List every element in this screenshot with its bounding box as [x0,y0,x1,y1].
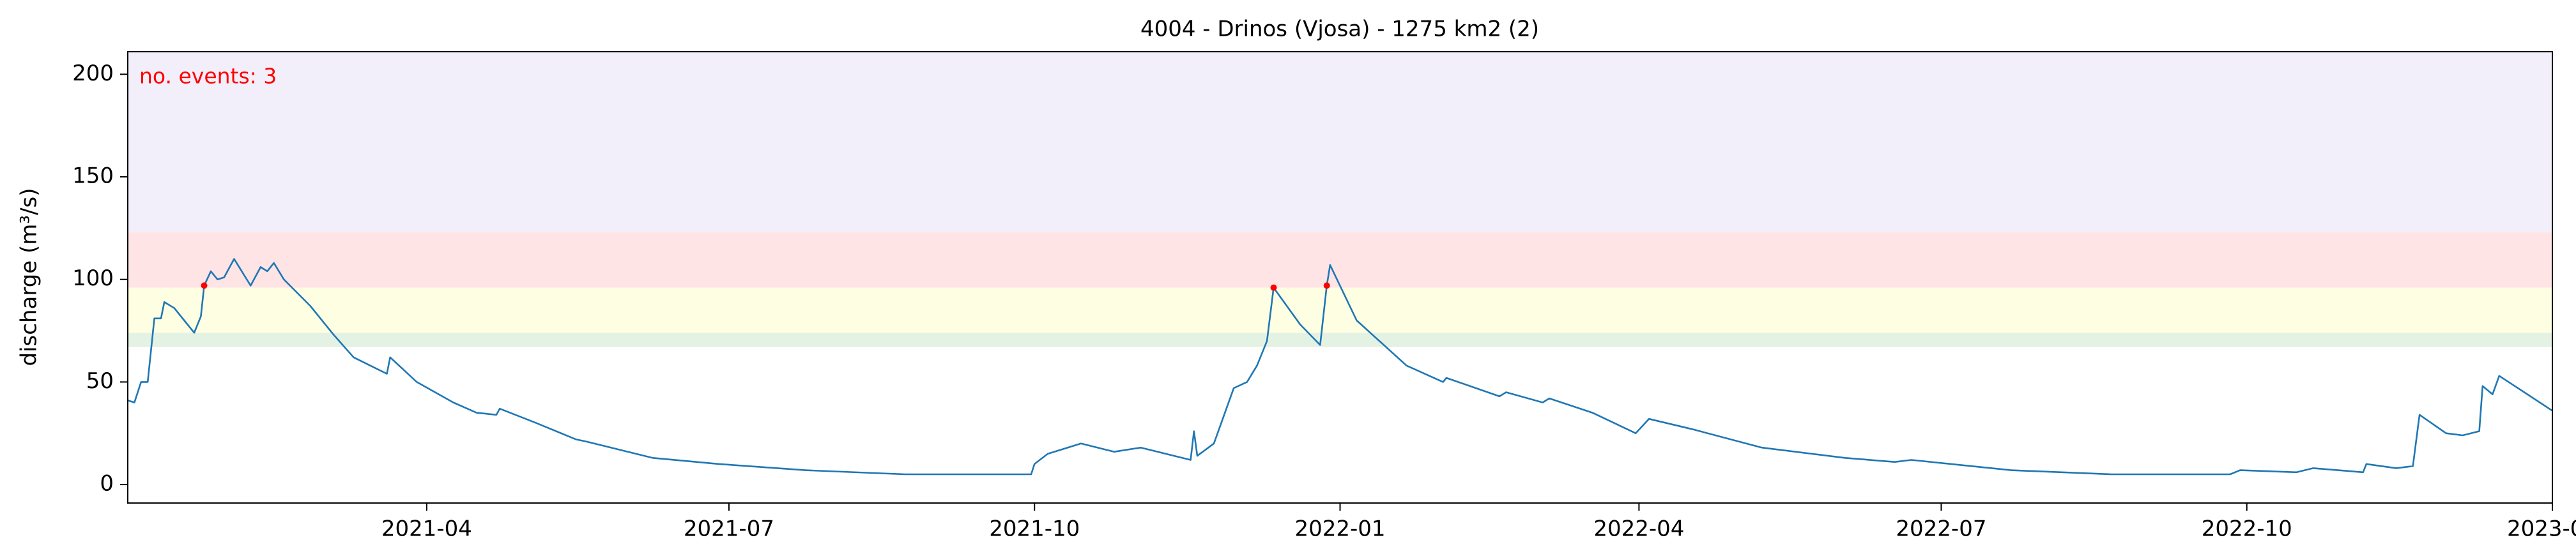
x-tick-label: 2022-10 [2202,516,2292,542]
y-tick-label: 150 [72,163,114,189]
y-tick-label: 50 [86,368,114,394]
y-axis-label: discharge (m³/s) [17,188,42,366]
event-point [1270,284,1277,291]
x-tick-label: 2021-04 [381,516,472,542]
threshold-band [128,333,2552,347]
x-tick-label: 2023-01 [2507,516,2576,542]
event-point [201,282,208,289]
event-point [1323,282,1330,289]
x-tick-label: 2022-01 [1294,516,1385,542]
x-tick-label: 2022-04 [1593,516,1684,542]
chart-title: 4004 - Drinos (Vjosa) - 1275 km2 (2) [1140,17,1539,42]
y-tick-label: 200 [72,61,114,86]
y-tick-label: 0 [100,471,114,497]
x-tick-label: 2021-10 [989,516,1080,542]
threshold-band [128,287,2552,333]
line-series [127,258,2553,476]
y-tick-label: 100 [72,266,114,291]
threshold-band [128,232,2552,288]
event-count: no. events: 3 [139,64,277,89]
x-tick-label: 2022-07 [1896,516,1986,542]
x-tick-label: 2021-07 [684,516,774,542]
threshold-band [128,52,2552,232]
plot-frame [127,51,2553,504]
